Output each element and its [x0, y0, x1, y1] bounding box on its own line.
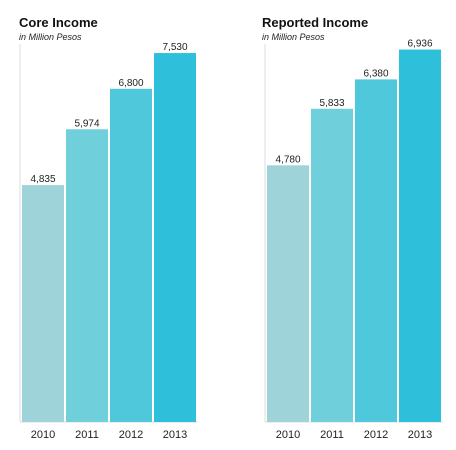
bar-2012	[110, 88, 152, 423]
bar-value-label: 6,800	[118, 78, 143, 89]
chart-title: Core Income	[19, 15, 98, 30]
bar-2010	[267, 165, 309, 422]
x-tick-label: 2011	[320, 429, 344, 441]
chart-title: Reported Income	[262, 15, 369, 30]
bar-value-label: 6,380	[363, 68, 388, 79]
x-tick-label: 2012	[364, 429, 388, 441]
bar-value-label: 4,780	[275, 154, 300, 165]
bar-value-label: 5,833	[319, 98, 344, 109]
chart-subtitle: in Million Pesos	[19, 32, 82, 42]
chart-subtitle: in Million Pesos	[262, 32, 325, 42]
bar-2010	[22, 185, 64, 422]
bar-2013	[154, 53, 196, 422]
x-tick-label: 2013	[163, 429, 187, 441]
reported-income-plot: 4,780 2010 5,833 2011 6,380 2012 6,936 2013	[264, 39, 443, 441]
x-tick-label: 2013	[408, 429, 432, 441]
bar-value-label: 7,530	[162, 42, 187, 53]
core-income-plot: 4,835 2010 5,974 2011 6,800 2012 7,530 2013	[19, 42, 198, 441]
bar-value-label: 6,936	[407, 39, 432, 50]
x-tick-label: 2011	[75, 429, 99, 441]
x-tick-label: 2012	[119, 429, 143, 441]
core-income-chart: Core Income in Million Pesos 4,835 2010 5,…	[19, 15, 198, 441]
bar-2011	[311, 108, 353, 423]
x-tick-label: 2010	[31, 429, 55, 441]
x-tick-label: 2010	[276, 429, 300, 441]
reported-income-chart: Reported Income in Million Pesos 4,780 20…	[228, 0, 456, 450]
bar-value-label: 5,974	[74, 118, 99, 129]
bar-2012	[355, 79, 397, 422]
bar-value-label: 4,835	[30, 174, 55, 185]
bar-2013	[399, 49, 441, 423]
bar-2011	[66, 129, 108, 423]
